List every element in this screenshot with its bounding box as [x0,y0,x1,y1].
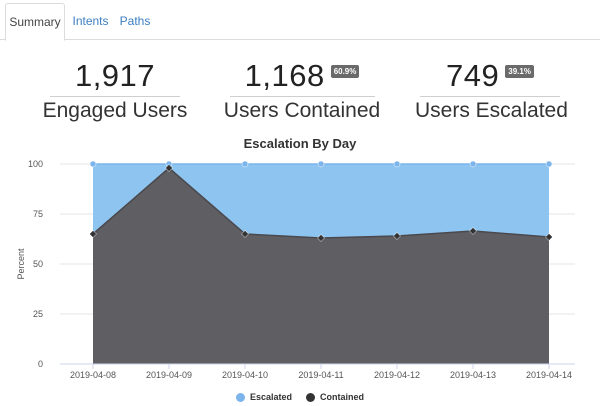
legend-label: Escalated [250,392,293,402]
kpi-label: Users Escalated [415,99,568,122]
contained-point [165,164,173,172]
contained-point [89,230,97,238]
escalated-point [469,160,477,168]
y-tick-label: 50 [33,259,43,269]
kpi-label: Users Contained [223,99,381,122]
escalated-point [545,160,553,168]
x-tick-label: 2019-04-08 [70,370,116,380]
y-axis-label: Percent [16,248,26,280]
kpi-divider [420,96,560,97]
kpi-users-contained: 1,168 60.9% Users Contained [222,56,382,123]
kpi-value: 1,168 [244,58,325,93]
kpi-divider [50,96,180,97]
tab-intents[interactable]: Intents [72,14,109,28]
contained-point [317,234,325,242]
escalation-chart: 0 25 50 75 100 Percent 2019-04-08 2019-04-09 201… [16,159,575,380]
x-tick-label: 2019-04-14 [526,370,572,380]
y-tick-label: 100 [28,159,43,169]
x-tick-label: 2019-04-13 [450,370,496,380]
kpi-divider [229,96,375,97]
contained-point [545,233,553,241]
legend-dot-icon [306,392,315,402]
contained-point [393,232,401,240]
tab-summary[interactable]: Summary [5,3,65,41]
kpi-label: Engaged Users [42,99,188,122]
contained-area [93,168,549,364]
escalated-point [393,160,401,168]
legend-item-contained[interactable]: Contained [306,392,364,402]
contained-point [241,230,249,238]
x-tick-label: 2019-04-09 [146,370,192,380]
x-tick-label: 2019-04-10 [222,370,268,380]
y-tick-label: 0 [38,359,43,369]
y-tick-label: 25 [33,309,43,319]
kpi-value: 1,917 [74,58,156,93]
y-tick-label: 75 [33,209,43,219]
escalated-point [317,160,325,168]
x-tick-label: 2019-04-11 [298,370,343,380]
tab-paths[interactable]: Paths [119,14,151,28]
kpi-value: 749 [446,58,500,93]
escalated-point [89,160,97,168]
kpi-users-escalated: 749 39.1% Users Escalated [415,56,568,123]
legend-dot-icon [236,392,245,402]
percent-badge: 60.9% [330,64,360,78]
x-tick-label: 2019-04-12 [374,370,420,380]
kpi-engaged-users: 1,917 Engaged Users [40,56,190,123]
percent-badge: 39.1% [505,64,534,78]
escalated-point [241,160,249,168]
contained-point [469,227,477,235]
legend-item-escalated[interactable]: Escalated [236,392,292,402]
chart-title: Escalation By Day [243,136,357,151]
legend-label: Contained [320,392,364,402]
tab-bar: Summary Intents Paths [0,0,600,41]
